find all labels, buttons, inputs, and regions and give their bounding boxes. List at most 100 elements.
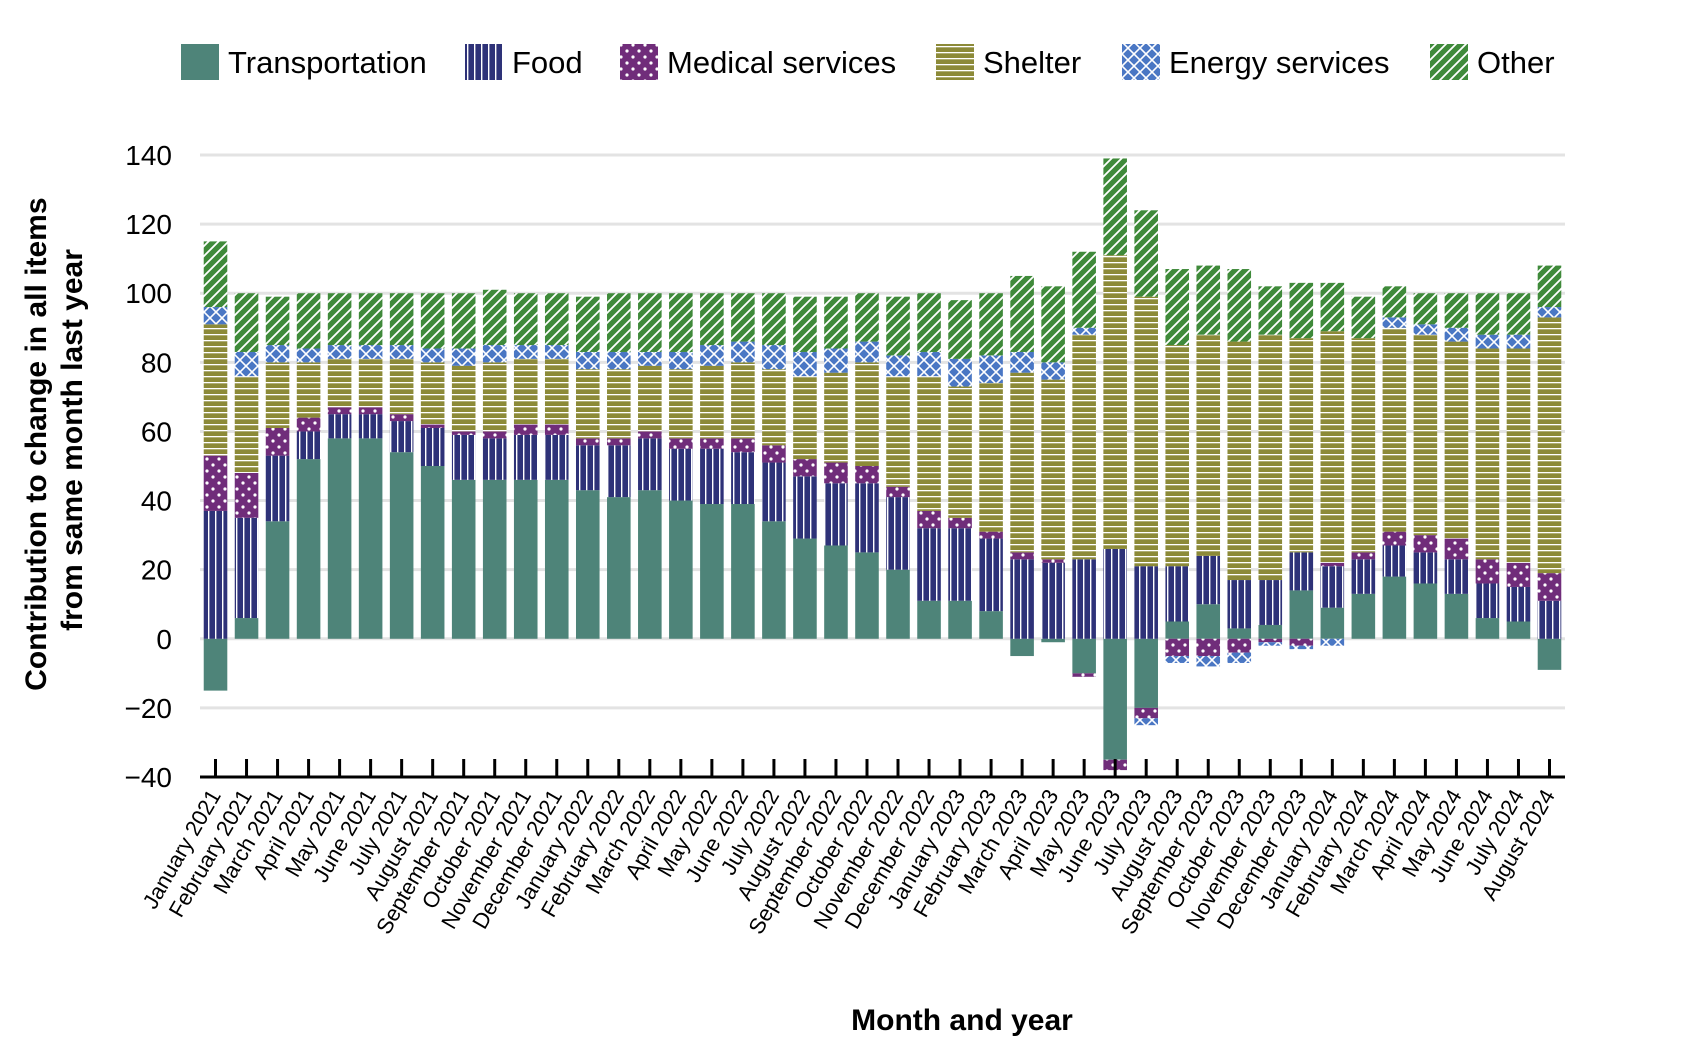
bar-segment-energy-services <box>482 345 507 363</box>
bar-stack-december-2021 <box>544 293 569 639</box>
bar-segment-energy-services <box>1258 642 1283 646</box>
bar-segment-food <box>1289 552 1314 591</box>
bar-segment-shelter <box>917 376 941 511</box>
bars <box>203 158 1562 771</box>
bar-segment-energy-services <box>1537 307 1562 318</box>
bar-segment-medical-services <box>638 431 662 439</box>
bar-segment-transportation <box>1196 604 1221 639</box>
bar-stack-june-2021 <box>358 293 383 639</box>
bar-segment-energy-services <box>638 351 662 366</box>
bar-stack-february-2024 <box>1351 296 1376 639</box>
bar-segment-shelter <box>824 372 848 463</box>
bar-segment-food <box>513 434 538 480</box>
bar-segment-shelter <box>1413 334 1438 536</box>
bar-segment-food <box>1010 559 1034 639</box>
bar-segment-food <box>1506 586 1531 622</box>
bar-segment-shelter <box>1444 341 1469 539</box>
bar-segment-other <box>265 296 290 346</box>
bar-stack-august-2021 <box>420 293 445 639</box>
bar-segment-other <box>1506 293 1531 335</box>
bar-segment-transportation <box>296 459 321 639</box>
bar-segment-food <box>1196 555 1221 605</box>
bar-segment-shelter <box>886 376 910 487</box>
bar-segment-medical-services <box>824 462 848 484</box>
legend-label-shelter: Shelter <box>983 45 1081 80</box>
bar-segment-other <box>917 293 941 352</box>
bar-segment-transportation <box>1258 624 1283 639</box>
bar-segment-energy-services <box>296 348 321 363</box>
bar-stack-may-2024 <box>1444 293 1469 639</box>
bar-segment-food <box>265 455 290 522</box>
bar-segment-transportation <box>762 521 786 639</box>
bar-segment-transportation <box>1103 638 1127 760</box>
bar-segment-transportation <box>1320 607 1345 639</box>
bar-segment-food <box>824 483 848 546</box>
bar-segment-medical-services <box>1072 673 1096 677</box>
bar-segment-food <box>1134 566 1158 639</box>
bar-segment-food <box>793 476 817 539</box>
bar-segment-other <box>824 296 848 349</box>
bar-segment-energy-services <box>575 351 600 370</box>
bar-segment-other <box>1289 282 1314 339</box>
bar-stack-november-2023 <box>1258 286 1283 646</box>
bar-segment-energy-services <box>824 348 848 373</box>
bar-stack-october-2023 <box>1227 269 1252 663</box>
bar-segment-other <box>1072 251 1096 328</box>
bar-segment-medical-services <box>886 486 910 498</box>
legend: Transportation Food Medical services Shelte… <box>181 44 1555 80</box>
bar-segment-transportation <box>1444 593 1469 639</box>
bar-segment-transportation <box>234 618 259 639</box>
bar-segment-energy-services <box>1072 327 1096 335</box>
bar-segment-other <box>762 293 786 346</box>
bar-segment-other <box>979 293 1003 356</box>
legend-item-transportation: Transportation <box>181 44 427 80</box>
bar-segment-shelter <box>513 358 538 425</box>
y-tick-label: −20 <box>125 693 173 724</box>
bar-segment-other <box>1165 269 1190 346</box>
x-axis-title: Month and year <box>851 1004 1073 1037</box>
bar-stack-january-2022 <box>575 296 600 639</box>
bar-segment-other <box>1413 293 1438 325</box>
bar-segment-energy-services <box>544 345 569 359</box>
bar-segment-medical-services <box>1134 707 1158 719</box>
bar-segment-shelter <box>1072 334 1096 560</box>
bar-stack-january-2023 <box>948 300 972 639</box>
bar-segment-medical-services <box>513 424 538 435</box>
bar-segment-transportation <box>1072 638 1096 674</box>
bar-segment-transportation <box>451 479 476 639</box>
bar-stack-march-2021 <box>265 296 290 639</box>
y-axis-title: Contribution to change in all items from… <box>20 189 89 691</box>
bar-segment-other <box>451 293 476 349</box>
bar-segment-transportation <box>1475 618 1500 639</box>
bar-segment-energy-services <box>607 351 631 370</box>
legend-swatch-other <box>1430 44 1468 80</box>
bar-segment-energy-services <box>1413 324 1438 335</box>
bar-segment-transportation <box>1537 638 1562 670</box>
bar-segment-food <box>1382 545 1407 577</box>
bar-segment-transportation <box>731 504 755 639</box>
bar-segment-medical-services <box>700 438 724 449</box>
bar-segment-transportation <box>886 569 910 639</box>
bar-segment-food <box>389 421 414 453</box>
legend-item-food: Food <box>465 44 583 80</box>
bar-stack-june-2024 <box>1475 293 1500 639</box>
bar-segment-food <box>234 517 259 619</box>
bar-segment-shelter <box>948 386 972 518</box>
bar-segment-medical-services <box>1475 559 1500 584</box>
bar-segment-shelter <box>669 369 693 439</box>
bar-segment-other <box>513 293 538 346</box>
legend-swatch-shelter <box>936 44 974 80</box>
legend-swatch-food <box>465 44 503 80</box>
bar-segment-transportation <box>638 490 662 639</box>
bar-segment-energy-services <box>1506 334 1531 349</box>
bar-segment-shelter <box>855 362 879 466</box>
bar-segment-food <box>575 445 600 491</box>
legend-label-transportation: Transportation <box>228 45 427 80</box>
bar-segment-medical-services <box>296 417 321 432</box>
bar-segment-transportation <box>1041 638 1065 643</box>
bar-segment-shelter <box>700 365 724 439</box>
y-tick-label: 120 <box>125 209 172 240</box>
bar-segment-medical-services <box>1444 538 1469 560</box>
bar-segment-shelter <box>1537 317 1562 574</box>
y-tick-label: 140 <box>125 140 172 171</box>
